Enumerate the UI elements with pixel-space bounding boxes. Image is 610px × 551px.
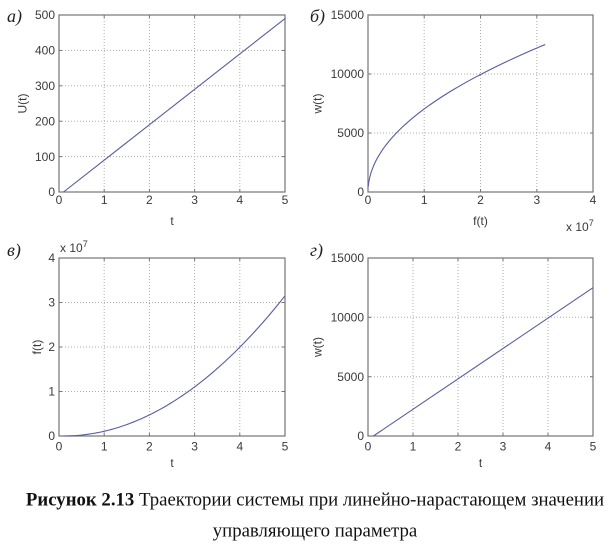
svg-text:2: 2 xyxy=(455,440,462,454)
svg-text:5000: 5000 xyxy=(337,126,364,140)
svg-text:5: 5 xyxy=(590,440,597,454)
svg-text:10000: 10000 xyxy=(331,311,365,325)
svg-text:t: t xyxy=(170,214,174,228)
svg-text:4: 4 xyxy=(236,440,243,454)
svg-text:1: 1 xyxy=(101,193,108,207)
svg-text:t: t xyxy=(479,456,483,470)
svg-text:3: 3 xyxy=(500,440,507,454)
svg-text:U(t): U(t) xyxy=(16,94,30,114)
svg-text:15000: 15000 xyxy=(331,251,365,265)
svg-text:f(t): f(t) xyxy=(473,214,488,228)
svg-text:1: 1 xyxy=(421,193,428,207)
svg-text:400: 400 xyxy=(35,44,55,58)
svg-text:f(t): f(t) xyxy=(30,340,44,355)
svg-text:0: 0 xyxy=(365,440,372,454)
svg-text:2: 2 xyxy=(146,440,153,454)
svg-text:4: 4 xyxy=(236,193,243,207)
svg-text:200: 200 xyxy=(35,114,55,128)
svg-text:0: 0 xyxy=(56,193,63,207)
svg-text:1: 1 xyxy=(101,440,108,454)
svg-text:0: 0 xyxy=(48,185,55,199)
svg-text:0: 0 xyxy=(357,185,364,199)
svg-text:100: 100 xyxy=(35,150,55,164)
svg-text:Рисунок 2.13 Траектории систем: Рисунок 2.13 Траектории системы при лине… xyxy=(26,490,604,511)
svg-text:w(t): w(t) xyxy=(311,94,325,115)
svg-text:3: 3 xyxy=(191,440,198,454)
svg-text:x 107: x 107 xyxy=(60,239,88,255)
svg-text:w(t): w(t) xyxy=(311,337,325,358)
svg-text:управляющего параметра: управляющего параметра xyxy=(213,521,418,542)
svg-text:3: 3 xyxy=(191,193,198,207)
svg-text:t: t xyxy=(170,456,174,470)
svg-text:5000: 5000 xyxy=(337,370,364,384)
svg-text:2: 2 xyxy=(477,193,484,207)
svg-text:4: 4 xyxy=(590,193,597,207)
svg-text:15000: 15000 xyxy=(331,8,365,22)
svg-text:2: 2 xyxy=(48,340,55,354)
svg-text:2: 2 xyxy=(146,193,153,207)
svg-text:а): а) xyxy=(7,6,22,27)
svg-text:x 107: x 107 xyxy=(566,218,594,234)
svg-text:3: 3 xyxy=(48,296,55,310)
svg-text:0: 0 xyxy=(48,429,55,443)
svg-text:5: 5 xyxy=(282,440,289,454)
svg-text:1: 1 xyxy=(48,385,55,399)
svg-text:1: 1 xyxy=(410,440,417,454)
svg-text:4: 4 xyxy=(48,251,55,265)
svg-text:500: 500 xyxy=(35,8,55,22)
svg-text:0: 0 xyxy=(56,440,63,454)
svg-text:в): в) xyxy=(7,240,21,261)
svg-text:4: 4 xyxy=(545,440,552,454)
svg-text:г): г) xyxy=(310,240,323,261)
svg-text:0: 0 xyxy=(365,193,372,207)
svg-text:5: 5 xyxy=(282,193,289,207)
svg-text:10000: 10000 xyxy=(331,67,365,81)
svg-text:б): б) xyxy=(310,6,325,27)
svg-text:3: 3 xyxy=(533,193,540,207)
svg-text:300: 300 xyxy=(35,79,55,93)
svg-text:0: 0 xyxy=(357,429,364,443)
